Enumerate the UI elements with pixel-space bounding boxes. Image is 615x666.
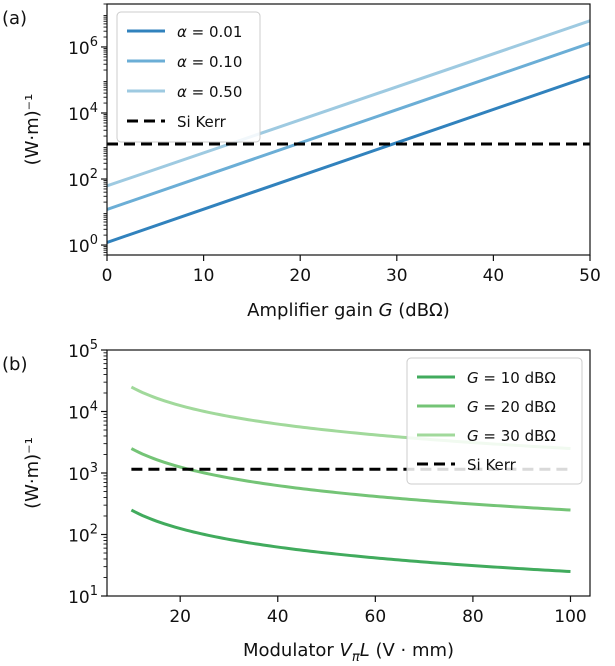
x-tick-label: 20 — [169, 607, 191, 627]
legend: G = 10 dBΩ G = 20 dBΩ G = 30 dBΩ Si Kerr — [406, 357, 583, 485]
legend-label: G = 20 dBΩ — [467, 398, 556, 416]
series-line-1 — [130, 508, 571, 574]
y-tick-label: 103 — [68, 461, 98, 485]
legend-box — [116, 11, 261, 143]
y-axis-title: (W·m)⁻¹ — [22, 437, 43, 509]
panel-label: (b) — [2, 354, 27, 375]
series-line-1 — [107, 74, 590, 244]
panel-label: (a) — [2, 8, 27, 29]
series-line-2 — [107, 41, 590, 211]
y-tick-label: 101 — [68, 584, 98, 608]
plot-frame — [106, 3, 591, 256]
x-axis-title: Amplifier gain G (dBΩ) — [247, 300, 450, 321]
x-tick-label: 30 — [386, 266, 408, 286]
legend-label: Si Kerr — [177, 113, 227, 131]
x-tick-label: 40 — [267, 607, 289, 627]
x-tick-label: 10 — [193, 266, 215, 286]
x-tick-label: 80 — [462, 607, 484, 627]
series-line-2 — [130, 447, 571, 512]
chart-panel-b: (b) 20 40 60 80 100 101 102 103 104 105 Modulator V… — [2, 338, 591, 665]
legend-label: Si Kerr — [467, 456, 517, 474]
x-tick-label: 60 — [365, 607, 387, 627]
x-tick-label: 20 — [289, 266, 311, 286]
chart-panel-a: (a) 0 10 20 30 40 50 100 102 104 106 Amplifier gain… — [2, 3, 601, 321]
y-tick-label: 102 — [68, 167, 98, 191]
legend: α = 0.01 α = 0.10 α = 0.50 Si Kerr — [116, 11, 261, 143]
y-tick-label: 104 — [68, 400, 98, 424]
legend-box — [406, 357, 583, 485]
x-tick-label: 0 — [102, 266, 113, 286]
y-tick-label: 102 — [68, 523, 98, 547]
y-tick-label: 106 — [68, 35, 98, 59]
x-axis-title: Modulator VπL (V · mm) — [243, 640, 454, 665]
legend-label: α = 0.10 — [177, 53, 242, 71]
legend-label: G = 30 dBΩ — [467, 427, 556, 445]
legend-label: α = 0.50 — [177, 83, 242, 101]
series-line-3 — [107, 19, 590, 188]
y-tick-label: 100 — [68, 233, 98, 257]
x-tick-label: 100 — [554, 607, 586, 627]
x-tick-label: 50 — [579, 266, 601, 286]
y-tick-label: 104 — [68, 101, 98, 125]
y-tick-label: 105 — [68, 338, 98, 362]
x-tick-label: 40 — [483, 266, 505, 286]
legend-label: α = 0.01 — [177, 23, 242, 41]
legend-label: G = 10 dBΩ — [467, 369, 556, 387]
series-group — [107, 19, 590, 244]
y-axis-title: (W·m)⁻¹ — [22, 94, 43, 166]
